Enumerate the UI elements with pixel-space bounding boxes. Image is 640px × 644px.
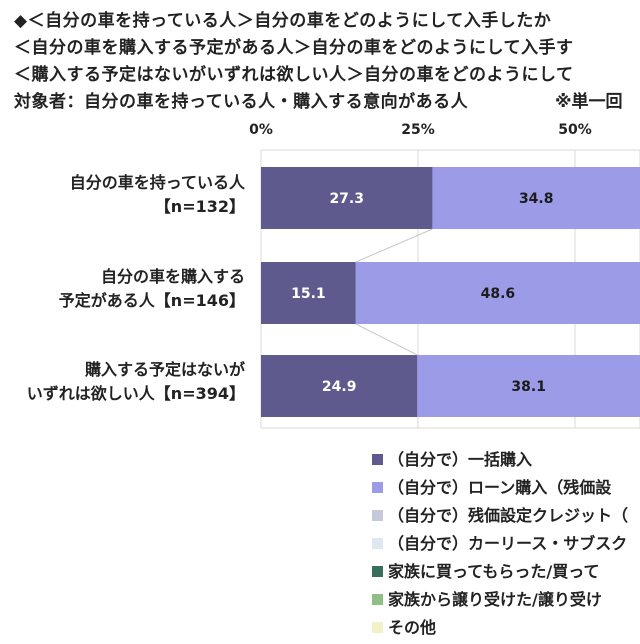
legend-swatch: [372, 594, 383, 605]
data-label: 38.1: [511, 379, 546, 395]
legend-label: 家族から譲り受けた/譲り受け: [388, 590, 602, 609]
row-label-line: 自分の車を購入する: [100, 267, 245, 286]
legend-label: （自分で）カーリース・サブスク: [388, 534, 628, 553]
data-label: 24.9: [322, 379, 357, 395]
x-tick-label: 0%: [249, 122, 273, 138]
legend-label: （自分で）ローン購入（残価設: [388, 478, 612, 497]
data-label: 48.6: [481, 286, 516, 302]
legend-swatch: [372, 622, 383, 633]
legend-swatch: [372, 482, 383, 493]
connector-line: [355, 323, 418, 356]
legend-swatch: [372, 510, 383, 521]
legend-label: （自分で）一括購入: [388, 450, 533, 469]
header-line-1: ◆＜自分の車を持っている人＞自分の車をどのようにして入手したか: [14, 11, 552, 31]
data-label: 15.1: [291, 286, 326, 302]
bar-segment: [355, 262, 640, 324]
header-target: 対象者：自分の車を持っている人・購入する意向がある人: [14, 92, 469, 112]
bar-segment: [261, 167, 433, 229]
legend-label: 家族に買ってもらった/買って: [388, 562, 600, 581]
data-label: 34.8: [519, 191, 554, 207]
header-line-2: ＜自分の車を購入する予定がある人＞自分の車をどのようにして入手す: [14, 38, 574, 58]
single-answer-note: ※単一回: [555, 92, 623, 112]
legend-swatch: [372, 454, 383, 465]
legend-swatch: [372, 538, 383, 549]
bar-segment: [432, 167, 640, 229]
row-label-n: いずれは欲しい人【n=394】: [26, 384, 245, 403]
row-label-owners: 自分の車を持っている人 【n=132】: [70, 171, 245, 219]
row-label-n: 【n=132】: [154, 197, 245, 216]
row-label-n: 予定がある人【n=146】: [58, 291, 245, 310]
x-tick-label: 50%: [558, 122, 592, 138]
x-tick-label: 25%: [401, 122, 435, 138]
bar-segment: [261, 262, 356, 324]
legend-swatch: [372, 566, 383, 577]
connector-line: [355, 228, 433, 263]
legend-label: （自分で）残価設定クレジット（: [388, 506, 629, 525]
header-line-3: ＜購入する予定はないがいずれは欲しい人＞自分の車をどのようにして: [14, 65, 574, 85]
row-label-line: 購入する予定はないが: [84, 360, 245, 379]
data-label: 27.3: [329, 191, 364, 207]
row-label-wishers: 購入する予定はないが いずれは欲しい人【n=394】: [27, 358, 245, 406]
bar-segment: [417, 355, 640, 417]
bar-segment: [261, 355, 418, 417]
legend-label: その他: [388, 618, 437, 637]
row-label-planners: 自分の車を購入する 予定がある人【n=146】: [59, 265, 245, 313]
row-label-line: 自分の車を持っている人: [69, 173, 245, 192]
